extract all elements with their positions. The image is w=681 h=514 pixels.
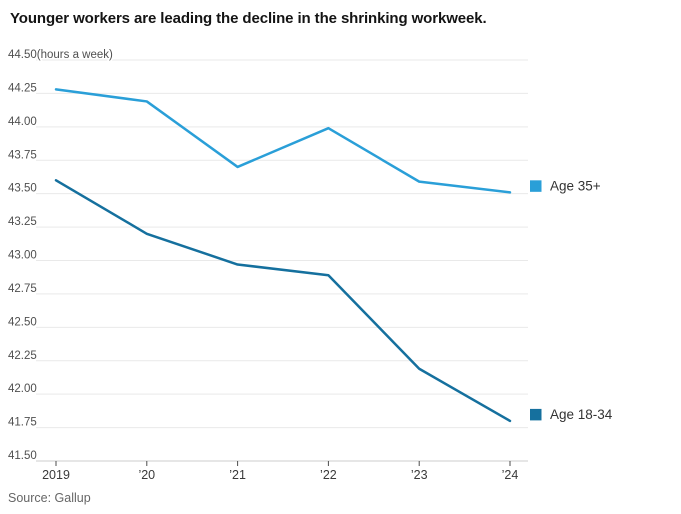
- legend-label: Age 35+: [550, 178, 601, 193]
- x-axis-tick-label: ’23: [411, 468, 428, 482]
- y-axis-tick-label: 44.50(hours a week): [8, 49, 113, 61]
- y-axis-tick-label: 42.75: [8, 283, 37, 295]
- x-axis-tick-label: ’20: [138, 468, 155, 482]
- y-axis-tick-label: 41.50: [8, 450, 37, 462]
- legend-swatch: [530, 408, 542, 421]
- y-axis-tick-label: 44.00: [8, 116, 37, 128]
- y-axis-tick-label: 44.25: [8, 82, 37, 94]
- legend-label: Age 18-34: [550, 407, 613, 422]
- x-axis-tick-label: ’21: [229, 468, 246, 482]
- y-axis-tick-label: 43.25: [8, 216, 37, 228]
- y-axis-tick-label: 43.50: [8, 183, 37, 195]
- chart-title: Younger workers are leading the decline …: [10, 10, 487, 27]
- x-axis-tick-label: ’22: [320, 468, 337, 482]
- series-line: [54, 88, 512, 194]
- y-axis-tick-label: 43.75: [8, 149, 37, 161]
- series-line: [54, 179, 512, 423]
- y-axis-tick-label: 42.25: [8, 350, 37, 362]
- x-axis-tick-label: 2019: [42, 468, 70, 482]
- y-axis-tick-label: 42.00: [8, 383, 37, 395]
- y-axis-tick-label: 42.50: [8, 316, 37, 328]
- source-note: Source: Gallup: [8, 491, 91, 505]
- y-axis-tick-label: 41.75: [8, 417, 37, 429]
- y-axis-tick-label: 43.00: [8, 250, 37, 262]
- x-axis-tick-label: ’24: [502, 468, 519, 482]
- legend-swatch: [530, 180, 542, 192]
- line-chart-canvas: 44.50(hours a week) 44.25 44.00 43.75 43.50 4…: [7, 48, 613, 483]
